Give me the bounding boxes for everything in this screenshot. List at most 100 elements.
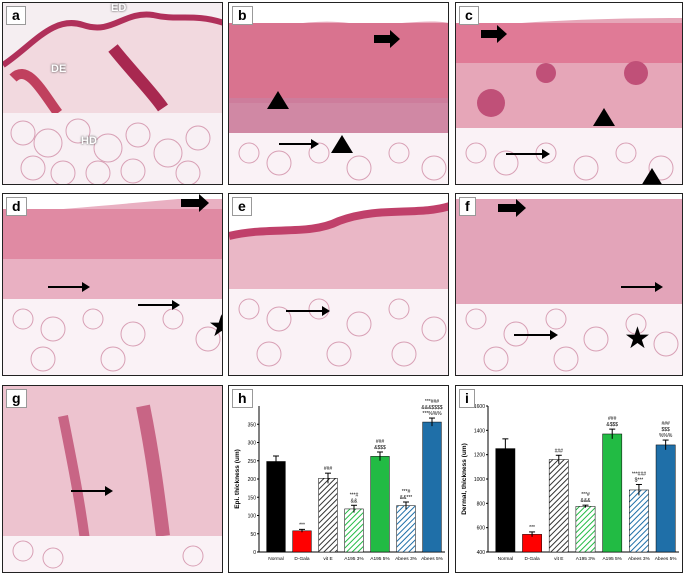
significance-annotation: && (351, 498, 358, 504)
x-tick-label: Abees 5% (421, 556, 444, 562)
large-arrow-icon (481, 25, 507, 43)
significance-annotation: *** (529, 525, 535, 531)
panel-h: 0 50 100 150 200 250 300 350 Epi. thickness (um)… (228, 385, 449, 573)
bar (396, 505, 416, 553)
histology-image-a (3, 3, 222, 184)
panel-label: a (6, 6, 26, 25)
tissue-label-hd: HD (81, 135, 97, 147)
significance-annotation: ***# (581, 492, 590, 498)
significance-annotation: &&*** (400, 495, 413, 501)
x-tick-label: vit E (554, 556, 563, 562)
thin-arrow-icon (71, 486, 113, 496)
y-tick-label: 1600 (474, 404, 485, 410)
histology-image-e (229, 194, 448, 375)
tissue-label-de: DE (51, 63, 67, 75)
thin-arrow-icon (279, 139, 319, 149)
y-tick-label: 50 (250, 532, 256, 538)
triangle-marker-icon (641, 168, 663, 184)
panel-g: g (2, 385, 223, 573)
histology-image-b (229, 3, 448, 184)
y-axis-label: Epi. thickness (um) (234, 449, 241, 509)
panel-label: d (6, 197, 27, 216)
bar (548, 459, 569, 553)
star-marker-icon: ★ (208, 312, 222, 342)
panel-a: a ED DE HD (2, 2, 223, 185)
x-tick-label: A195 3% (344, 556, 364, 562)
x-tick-label: Abees 3% (628, 556, 651, 562)
panel-label: g (6, 389, 27, 408)
tissue-label-ed: ED (111, 2, 127, 14)
panel-f: f ★ (455, 193, 683, 376)
panel-c: c (455, 2, 683, 185)
bar (266, 461, 286, 553)
y-tick-label: 800 (477, 501, 486, 507)
panel-label: f (459, 197, 476, 216)
bar (292, 530, 312, 553)
x-tick-label: Normal (268, 556, 283, 562)
panel-e: e (228, 193, 449, 376)
y-tick-label: 1200 (474, 453, 485, 459)
panel-label: b (232, 6, 253, 25)
y-tick-label: 600 (477, 526, 486, 532)
bar (344, 508, 364, 553)
x-tick-label: D-Gala (294, 556, 310, 562)
y-tick-label: 300 (248, 441, 257, 447)
large-arrow-icon (374, 30, 400, 48)
y-tick-label: 0 (253, 550, 256, 556)
bar (495, 448, 516, 553)
histology-image-d (3, 194, 222, 375)
thin-arrow-icon (138, 300, 180, 310)
significance-annotation: ### (376, 439, 385, 445)
significance-annotation: $$$ (661, 427, 670, 433)
x-tick-label: Normal (498, 556, 513, 562)
thin-arrow-icon (48, 282, 90, 292)
y-tick-label: 200 (248, 477, 257, 483)
significance-annotation: $*** (635, 477, 644, 483)
x-tick-label: Abees 5% (655, 556, 678, 562)
panel-i: 400 600 800 1000 1200 1400 1600 Dermal, thickne… (455, 385, 683, 573)
significance-annotation: ***### (632, 471, 646, 477)
significance-annotation: ### (608, 416, 617, 422)
significance-annotation: &$$$ (606, 422, 618, 428)
panel-b: b (228, 2, 449, 185)
y-axis-label: Dermal, thickness (um) (461, 443, 468, 515)
bar (522, 534, 542, 553)
star-marker-icon: ★ (624, 322, 651, 355)
large-arrow-icon (498, 199, 526, 217)
bar (318, 478, 338, 553)
y-tick-label: 250 (248, 459, 257, 465)
x-tick-label: D-Gala (524, 556, 540, 562)
x-tick-label: A195 3% (576, 556, 596, 562)
significance-annotation: ***### (425, 399, 439, 405)
triangle-marker-icon (331, 135, 353, 153)
significance-annotation: ### (324, 466, 333, 472)
epi-thickness-chart: 0 50 100 150 200 250 300 350 Epi. thickness (um)… (234, 399, 445, 562)
x-tick-label: A195 5% (602, 556, 622, 562)
significance-annotation: ### (661, 421, 670, 427)
large-arrow-icon (181, 194, 209, 212)
panel-label: c (459, 6, 479, 25)
panel-label: e (232, 197, 252, 216)
triangle-marker-icon (267, 91, 289, 109)
significance-annotation: ### (555, 448, 564, 454)
significance-annotation: %%% (659, 433, 673, 439)
significance-annotation: ***%%% (422, 411, 442, 417)
significance-annotation: &$$$ (374, 445, 386, 451)
bar (422, 421, 442, 553)
y-tick-label: 1000 (474, 477, 485, 483)
x-tick-label: Abees 3% (395, 556, 418, 562)
y-tick-label: 150 (248, 495, 257, 501)
y-tick-label: 100 (248, 514, 257, 520)
y-tick-label: 1400 (474, 428, 485, 434)
thin-arrow-icon (506, 149, 550, 159)
dermal-thickness-chart: 400 600 800 1000 1200 1400 1600 Dermal, thickne… (461, 404, 679, 562)
x-tick-label: A195 5% (370, 556, 390, 562)
panel-label: h (232, 389, 253, 408)
bar (655, 444, 676, 553)
bar (629, 489, 649, 553)
thin-arrow-icon (514, 330, 558, 340)
histology-image-g (3, 386, 222, 572)
bar (602, 433, 623, 553)
triangle-marker-icon (593, 108, 615, 126)
significance-annotation: &&& (580, 498, 591, 504)
